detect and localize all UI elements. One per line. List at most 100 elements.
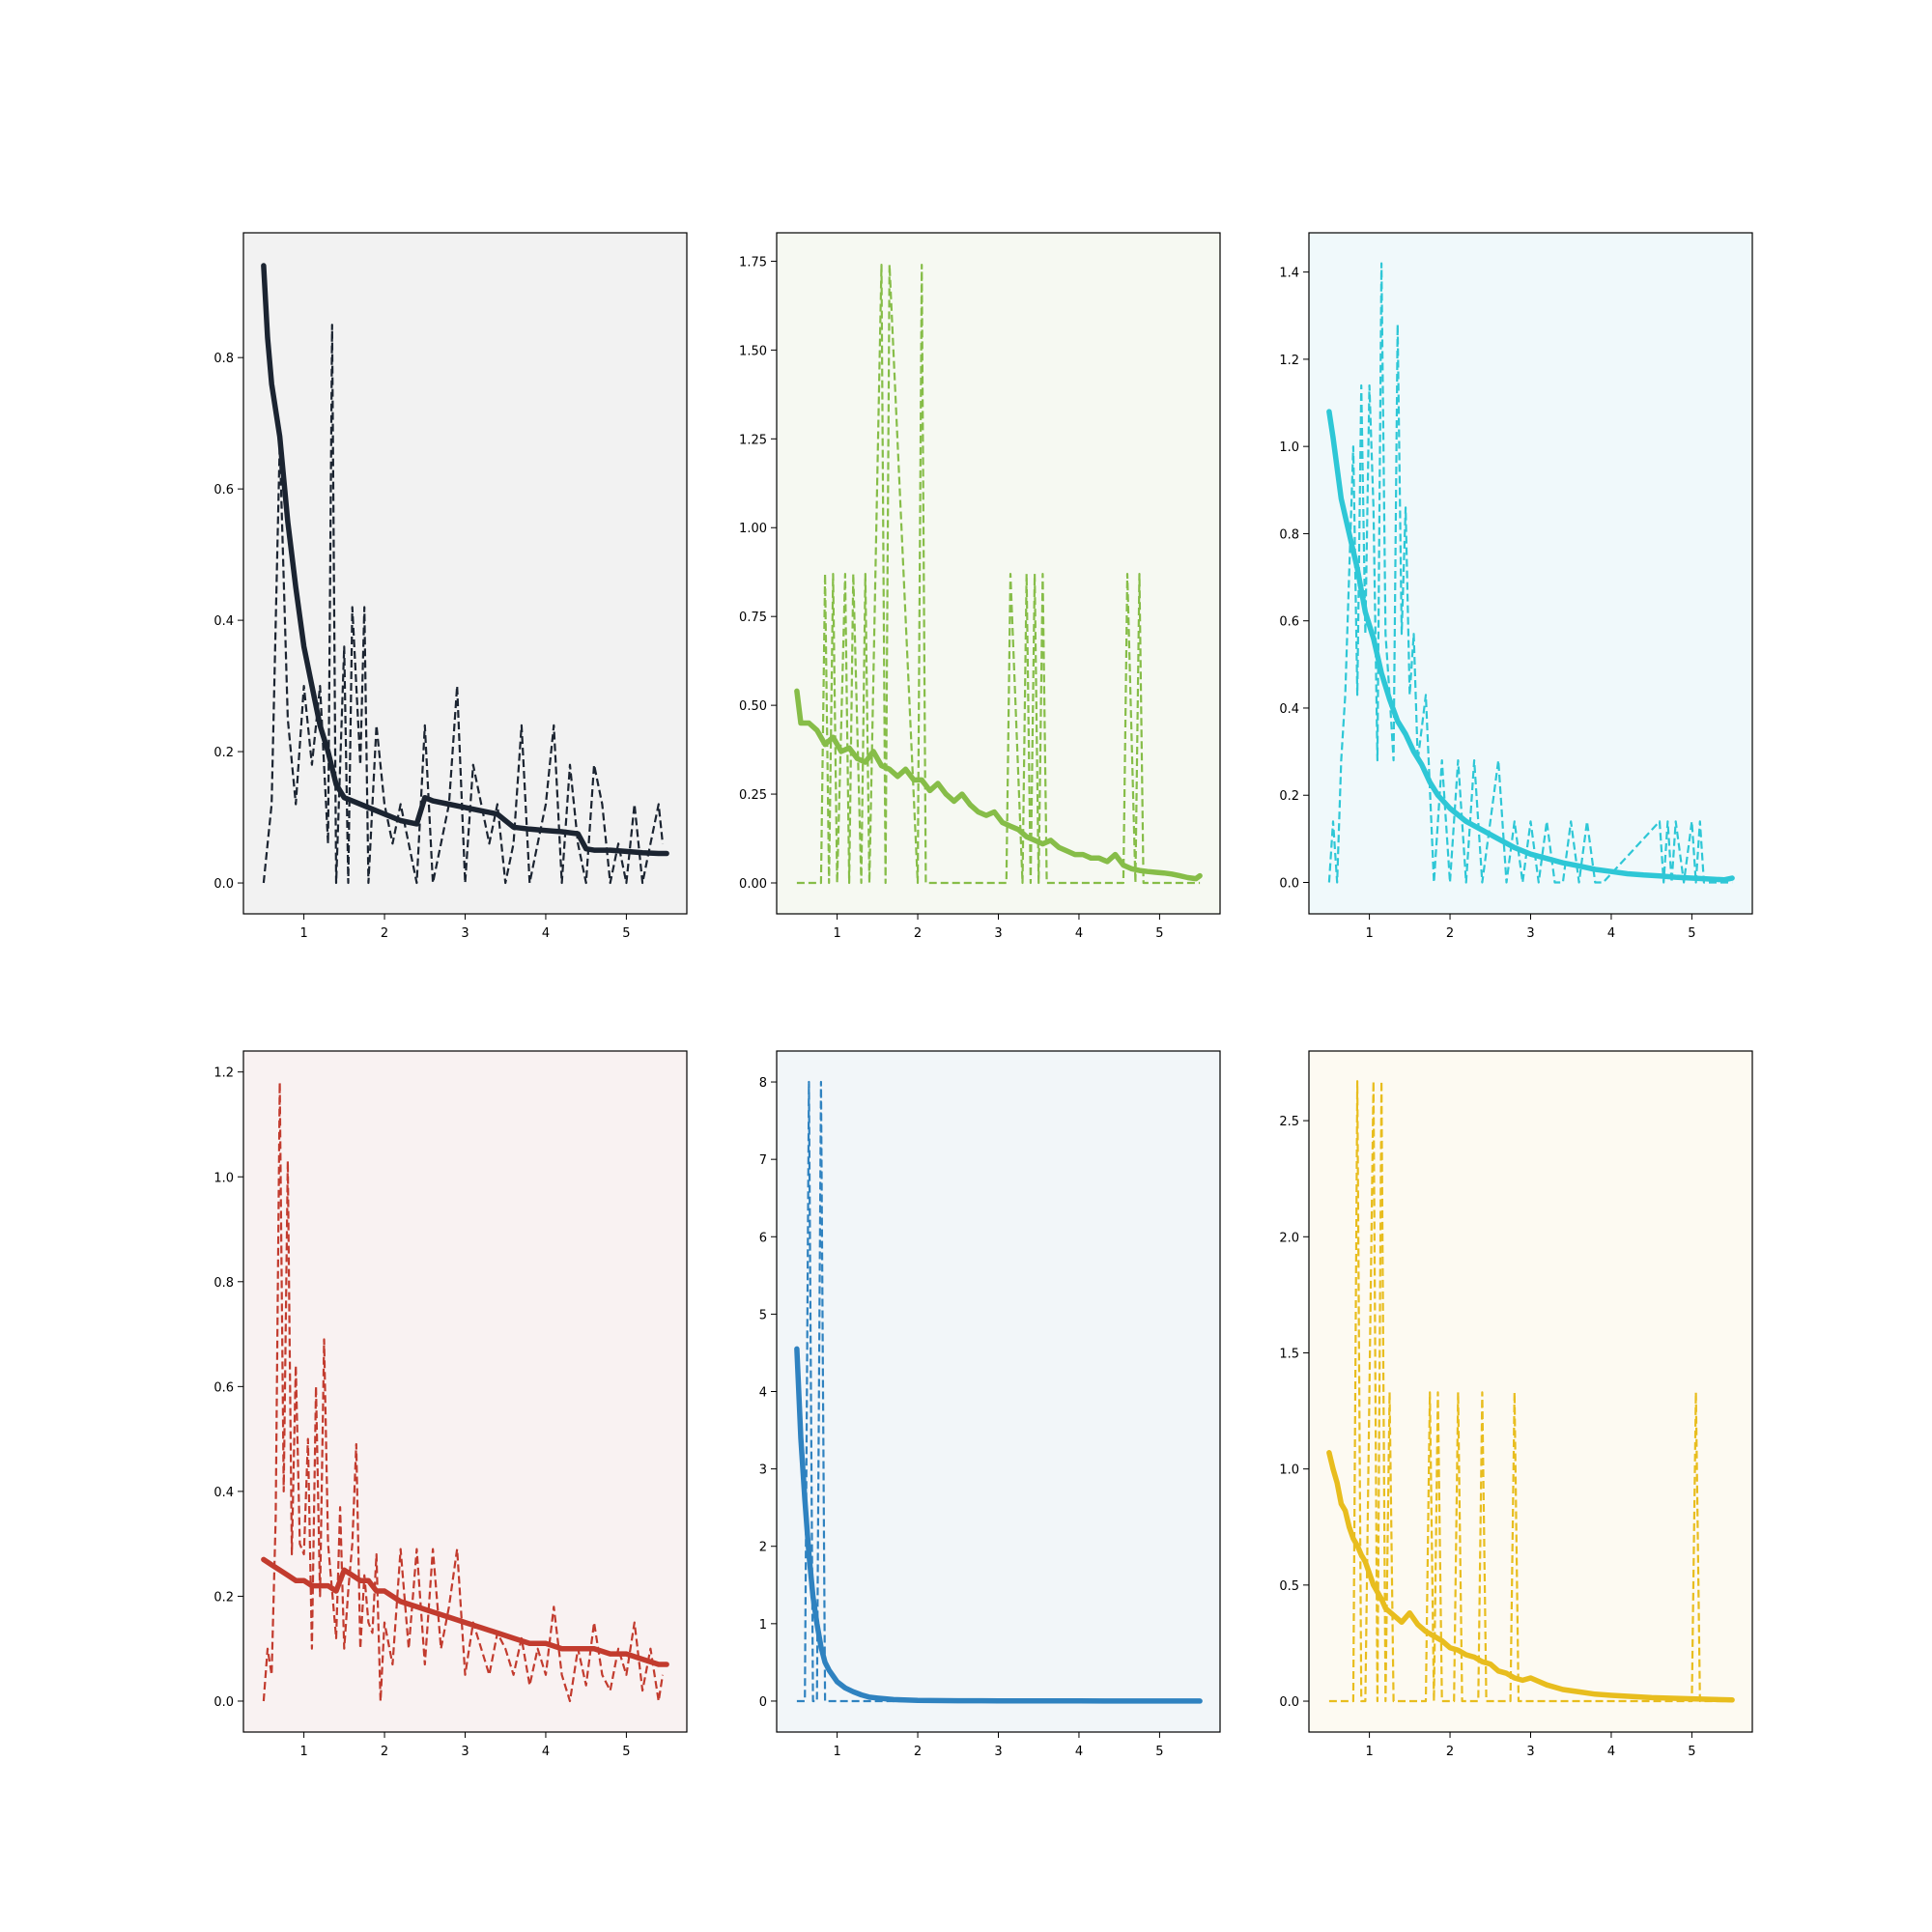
y-tick-label: 2.0 xyxy=(1279,1231,1299,1245)
series-line-dashed xyxy=(796,264,1201,885)
x-tick-label: 2 xyxy=(1446,926,1454,941)
x-tick-label: 3 xyxy=(1526,1745,1534,1759)
y-tick-label: 0.4 xyxy=(213,1486,234,1500)
y-tick-label: 1.0 xyxy=(1279,1463,1299,1478)
x-tick-label: 3 xyxy=(461,926,469,941)
y-tick-label: 1.0 xyxy=(1279,440,1299,455)
x-tick-label: 4 xyxy=(1607,926,1615,941)
y-tick-label: 0.5 xyxy=(1279,1579,1299,1594)
y-tick-label: 1.0 xyxy=(213,1171,234,1185)
series-group xyxy=(794,264,1203,885)
subplot-4: 1 2 3 4 5 0.0 0.2 0.4 0.6 0.8 1.0 1.2 xyxy=(213,1050,688,1759)
x-tick-label: 5 xyxy=(622,1745,630,1759)
x-tick-label: 3 xyxy=(1526,926,1534,941)
series-line-smoothed xyxy=(1326,409,1735,883)
y-tick-label: 0.4 xyxy=(213,614,234,629)
x-tick-label: 3 xyxy=(994,1745,1002,1759)
axes-frame xyxy=(776,1050,1221,1733)
x-tick-label: 3 xyxy=(994,926,1002,941)
x-tick-label: 2 xyxy=(914,926,922,941)
plot-area-background xyxy=(243,1051,687,1732)
y-tick-label: 0.8 xyxy=(213,1276,234,1291)
y-tick-label: 0.2 xyxy=(213,746,234,760)
axes-frame xyxy=(1308,1050,1753,1733)
x-tick-label: 1 xyxy=(299,926,307,941)
subplot-3: 1 2 3 4 5 0.0 0.2 0.4 0.6 0.8 1.0 1.2 1.4 xyxy=(1279,232,1753,941)
subplot-2: 1 2 3 4 5 0.00 0.25 0.50 0.75 1.00 1.25 1.50 1.75 xyxy=(739,232,1221,941)
y-tick-label: 1.2 xyxy=(213,1066,234,1081)
plot-area-background xyxy=(777,233,1220,914)
y-tick-label: 0.75 xyxy=(739,611,767,625)
axes-frame xyxy=(242,1050,688,1733)
y-tick-label: 4 xyxy=(759,1386,767,1401)
x-tick-label: 4 xyxy=(542,926,550,941)
y-tick-label: 3 xyxy=(759,1463,767,1478)
x-tick-label: 1 xyxy=(833,926,840,941)
subplot-1: 1 2 3 4 5 0.0 0.2 0.4 0.6 0.8 xyxy=(213,232,688,941)
subplot-6: 1 2 3 4 5 0.0 0.5 1.0 1.5 2.0 2.5 xyxy=(1279,1050,1753,1759)
y-tick-label: 0.0 xyxy=(213,1695,234,1710)
subplot-grid: 1 2 3 4 50.00.20.40.60.81 2 3 4 50.000.250.500.7… xyxy=(213,232,1753,1759)
x-tick-label: 2 xyxy=(1446,1745,1454,1759)
y-tick-label: 1.00 xyxy=(739,522,767,536)
series-line-dashed xyxy=(262,1081,665,1703)
y-tick-label: 0.6 xyxy=(1279,615,1299,630)
x-tick-label: 5 xyxy=(1688,926,1695,941)
series-group xyxy=(261,263,669,885)
y-tick-label: 8 xyxy=(759,1076,767,1091)
x-tick-label: 1 xyxy=(299,1745,307,1759)
y-tick-label: 7 xyxy=(759,1153,767,1168)
y-tick-label: 0.6 xyxy=(213,483,234,497)
y-tick-label: 2.5 xyxy=(1279,1115,1299,1129)
plot-area-background xyxy=(243,233,687,914)
y-tick-label: 0.8 xyxy=(213,352,234,366)
series-line-dashed xyxy=(1328,1080,1733,1703)
x-tick-label: 2 xyxy=(381,926,388,941)
x-tick-label: 3 xyxy=(461,1745,469,1759)
x-tick-label: 1 xyxy=(833,1745,840,1759)
x-tick-label: 1 xyxy=(1365,926,1373,941)
y-tick-label: 0.0 xyxy=(1279,1695,1299,1710)
y-tick-label: 0.2 xyxy=(213,1590,234,1605)
y-tick-label: 1 xyxy=(759,1618,767,1633)
series-line-smoothed xyxy=(794,688,1203,882)
y-tick-label: 0.25 xyxy=(739,788,767,803)
axes-frame xyxy=(776,232,1221,915)
y-tick-label: 2 xyxy=(759,1541,767,1555)
y-tick-label: 1.5 xyxy=(1279,1347,1299,1361)
y-tick-label: 0.0 xyxy=(213,877,234,892)
y-tick-label: 1.4 xyxy=(1279,267,1299,281)
series-line-smoothed xyxy=(261,263,669,857)
x-tick-label: 5 xyxy=(1688,1745,1695,1759)
y-tick-label: 1.50 xyxy=(739,344,767,358)
x-tick-label: 1 xyxy=(1365,1745,1373,1759)
series-group xyxy=(261,1081,669,1703)
plot-area-background xyxy=(777,1051,1220,1732)
series-group xyxy=(1326,262,1735,884)
y-tick-label: 5 xyxy=(759,1308,767,1322)
x-tick-label: 4 xyxy=(1075,926,1083,941)
series-line-dashed xyxy=(796,1080,1201,1703)
series-line-smoothed xyxy=(261,1556,669,1667)
x-tick-label: 4 xyxy=(1607,1745,1615,1759)
y-tick-label: 0 xyxy=(759,1695,767,1710)
x-tick-label: 5 xyxy=(1155,926,1163,941)
y-tick-label: 1.75 xyxy=(739,255,767,270)
series-group xyxy=(1326,1080,1735,1703)
series-group xyxy=(794,1080,1203,1704)
series-line-smoothed xyxy=(1326,1450,1735,1703)
y-tick-label: 0.4 xyxy=(1279,702,1299,717)
x-tick-label: 4 xyxy=(1075,1745,1083,1759)
y-tick-label: 1.25 xyxy=(739,433,767,447)
x-tick-label: 2 xyxy=(381,1745,388,1759)
y-tick-label: 6 xyxy=(759,1231,767,1245)
series-line-dashed xyxy=(262,324,665,885)
series-line-smoothed xyxy=(794,1346,1203,1704)
y-tick-label: 0.8 xyxy=(1279,527,1299,542)
y-tick-label: 0.0 xyxy=(1279,877,1299,892)
y-tick-label: 0.00 xyxy=(739,877,767,892)
x-tick-label: 5 xyxy=(622,926,630,941)
subplot-5: 1 2 3 4 5 0 1 2 3 4 5 6 7 8 xyxy=(759,1050,1221,1759)
y-tick-label: 0.2 xyxy=(1279,789,1299,804)
